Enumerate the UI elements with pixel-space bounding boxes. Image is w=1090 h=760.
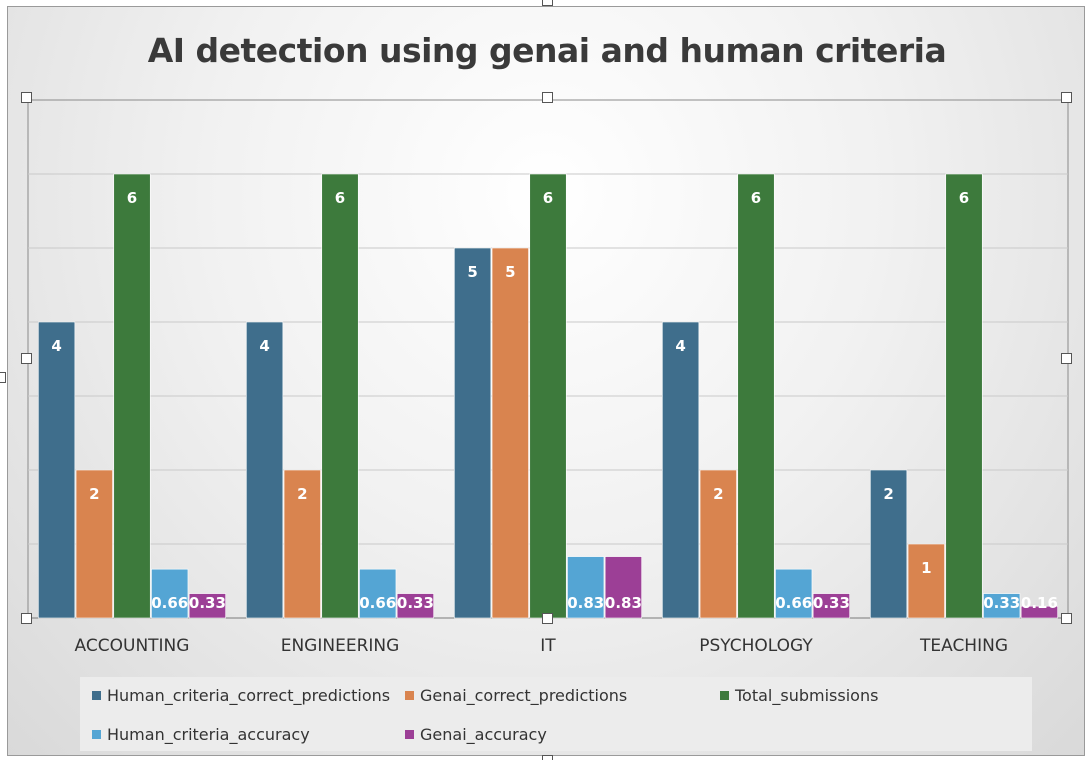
data-label: 0.16 [1021, 594, 1058, 612]
data-label: 5 [467, 263, 477, 281]
bar [775, 568, 813, 619]
frame-handle-left-middle[interactable] [0, 372, 6, 383]
data-label: 0.66 [359, 594, 396, 612]
plot-handle-bottom-left[interactable] [21, 613, 32, 624]
bar [983, 593, 1021, 619]
legend-label: Genai_correct_predictions [420, 686, 628, 705]
bar [151, 568, 189, 619]
legend-item: Human_criteria_accuracy [92, 725, 310, 744]
bar [870, 469, 908, 619]
data-label: 0.33 [189, 594, 226, 612]
bar [662, 321, 700, 619]
bar [529, 173, 567, 619]
frame-handle-top-center[interactable] [542, 0, 553, 6]
data-label: 1 [921, 559, 931, 577]
legend-label: Genai_accuracy [420, 725, 547, 744]
legend-item: Genai_accuracy [405, 725, 547, 744]
bar [812, 593, 850, 619]
data-label: 6 [751, 189, 761, 207]
data-label: 6 [959, 189, 969, 207]
data-label: 4 [51, 337, 61, 355]
data-label: 5 [505, 263, 515, 281]
bar [491, 247, 529, 619]
data-label: 0.66 [775, 594, 812, 612]
data-label: 4 [675, 337, 685, 355]
bar [75, 469, 113, 619]
x-tick-label: PSYCHOLOGY [699, 636, 813, 656]
legend-item: Genai_correct_predictions [405, 686, 627, 705]
bar [246, 321, 284, 619]
x-tick-label: ENGINEERING [281, 636, 400, 656]
bar [113, 173, 151, 619]
plot-handle-top-center[interactable] [542, 92, 553, 103]
x-tick-label: IT [540, 636, 556, 656]
data-label: 0.83 [605, 594, 642, 612]
legend-label: Human_criteria_accuracy [107, 725, 310, 744]
plot-handle-middle-left[interactable] [21, 353, 32, 364]
chart-title: AI detection using genai and human crite… [147, 31, 947, 70]
plot-handle-middle-right[interactable] [1061, 353, 1072, 364]
data-label: 2 [89, 485, 99, 503]
x-axis-tick-labels: ACCOUNTING ENGINEERING IT PSYCHOLOGY TEACHIN… [75, 636, 1008, 656]
data-label: 2 [713, 485, 723, 503]
data-label: 6 [543, 189, 553, 207]
plot-handle-top-right[interactable] [1061, 92, 1072, 103]
bar [359, 568, 397, 619]
bar [188, 593, 226, 619]
legend-item: Total_submissions [720, 686, 878, 705]
data-label: 0.33 [397, 594, 434, 612]
data-label: 0.83 [567, 594, 604, 612]
bar [396, 593, 434, 619]
bar [945, 173, 983, 619]
data-label: 4 [259, 337, 269, 355]
legend-swatch [405, 691, 414, 700]
bar [1020, 605, 1058, 619]
legend-swatch [92, 691, 101, 700]
data-label: 2 [297, 485, 307, 503]
plot-handle-bottom-right[interactable] [1061, 613, 1072, 624]
data-label: 6 [335, 189, 345, 207]
bar [604, 556, 642, 619]
data-label: 0.33 [813, 594, 850, 612]
bar [699, 469, 737, 619]
bar [567, 556, 605, 619]
bars [38, 173, 1058, 619]
legend-item: Human_criteria_correct_predictions [92, 686, 390, 705]
plot-handle-top-left[interactable] [21, 92, 32, 103]
bar [454, 247, 492, 619]
data-label: 0.66 [151, 594, 188, 612]
chart-area[interactable]: AI detection using genai and human crite… [7, 6, 1085, 756]
bar [321, 173, 359, 619]
legend-swatch [92, 730, 101, 739]
legend: Human_criteria_correct_predictions Genai_… [80, 677, 1032, 751]
legend-label: Total_submissions [735, 686, 879, 705]
data-label: 0.33 [983, 594, 1020, 612]
x-tick-label: ACCOUNTING [75, 636, 190, 656]
data-label: 2 [883, 485, 893, 503]
bar [283, 469, 321, 619]
data-label: 6 [127, 189, 137, 207]
x-tick-label: TEACHING [919, 636, 1008, 656]
bar [38, 321, 76, 619]
legend-swatch [405, 730, 414, 739]
legend-swatch [720, 691, 729, 700]
bar [907, 543, 945, 619]
bar [737, 173, 775, 619]
plot-handle-bottom-center[interactable] [542, 613, 553, 624]
frame-handle-bottom-center[interactable] [542, 755, 553, 760]
legend-label: Human_criteria_correct_predictions [107, 686, 391, 705]
